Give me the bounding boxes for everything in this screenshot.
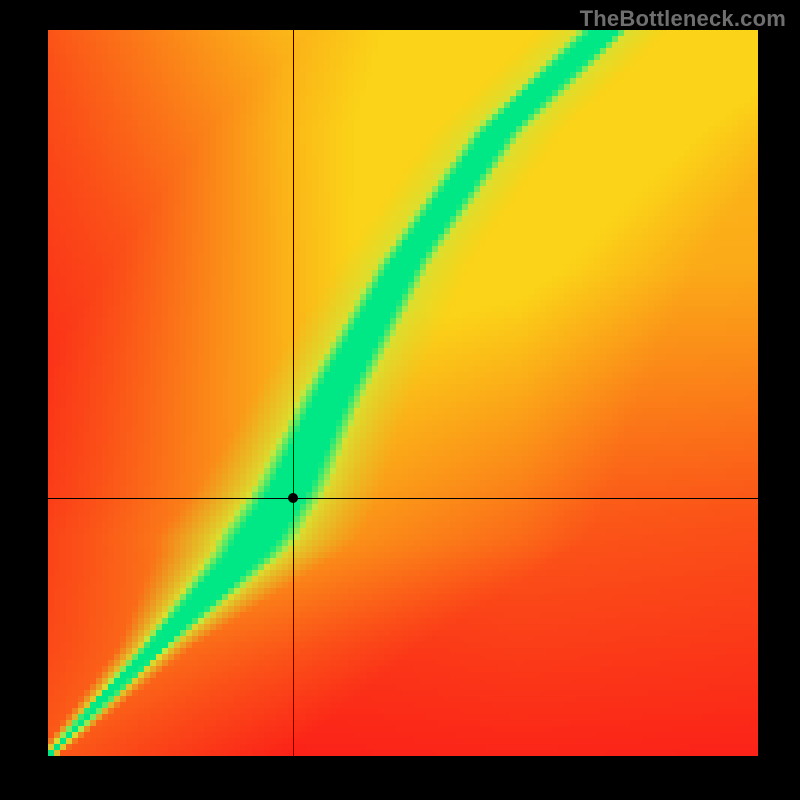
crosshair-horizontal (48, 498, 758, 499)
watermark-text: TheBottleneck.com (580, 6, 786, 32)
crosshair-vertical (293, 30, 294, 756)
crosshair-marker (288, 493, 298, 503)
bottleneck-heatmap (48, 30, 758, 756)
chart-container: TheBottleneck.com (0, 0, 800, 800)
